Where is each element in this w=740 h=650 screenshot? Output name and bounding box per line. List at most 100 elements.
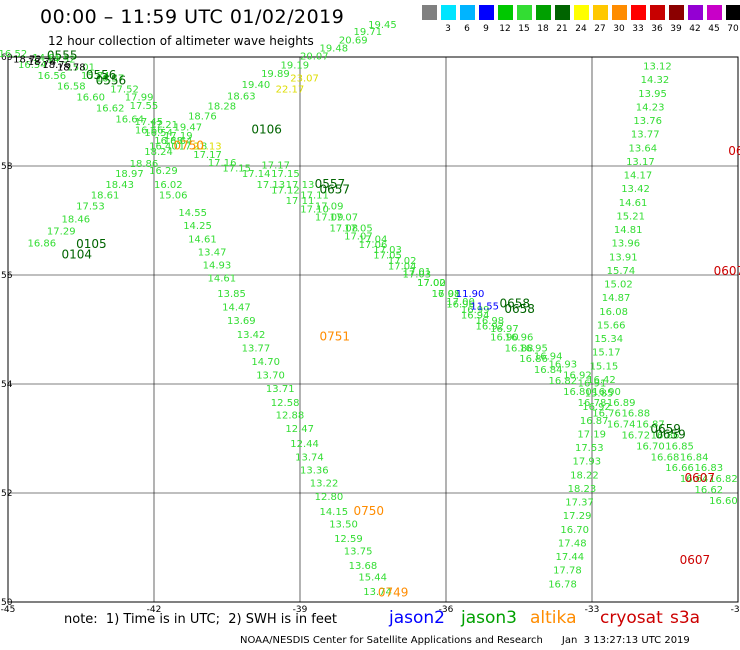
swh-value-label: 18.61 [91, 191, 120, 202]
swh-value-label: 14.23 [636, 102, 665, 113]
swh-value-label: 14.55 [178, 208, 207, 219]
swh-value-label: 16.88 [505, 343, 534, 354]
swh-value-label: 14.93 [203, 260, 232, 271]
pass-time-label: 0750 [354, 504, 385, 518]
swh-value-label: 16.89 [607, 398, 636, 409]
swh-value-label: 19.48 [319, 44, 348, 55]
swh-value-label: 17.00 [417, 278, 446, 289]
swh-value-label: 13.68 [349, 561, 378, 572]
swh-value-label: 15.44 [358, 573, 387, 584]
y-tick-label: 54 [1, 380, 13, 390]
swh-value-label: 16.66 [135, 125, 164, 136]
swh-value-label: 17.01 [432, 289, 461, 300]
scale-swatch [574, 5, 589, 20]
swh-value-label: 14.52 [47, 54, 76, 65]
swh-value-label: 16.64 [115, 114, 144, 125]
swh-value-label: 16.92 [475, 322, 504, 333]
swh-value-label: 16.82 [709, 474, 738, 485]
swh-value-label: 13.42 [621, 184, 650, 195]
swh-value-label: 16.66 [665, 463, 694, 474]
pass-time-label: 0749 [378, 586, 409, 600]
swh-value-label: 12.80 [315, 492, 344, 503]
swh-value-label: 13.74 [363, 587, 392, 598]
swh-value-label: 14.25 [183, 221, 212, 232]
swh-value-label: 12.88 [276, 410, 305, 421]
swh-value-label: 14.81 [614, 225, 643, 236]
swh-value-label: 16.42 [587, 375, 616, 386]
swh-value-label: 16.90 [490, 332, 519, 343]
swh-value-label: 19.71 [354, 27, 383, 38]
swh-value-label: 13.76 [633, 116, 662, 127]
swh-value-label: 14.87 [602, 293, 631, 304]
swh-value-label: 17.93 [573, 457, 602, 468]
y-tick-label: 58 [1, 162, 13, 172]
swh-value-label: 18.46 [62, 215, 91, 226]
scale-swatch [726, 5, 740, 20]
swh-value-label: 16.74 [607, 420, 636, 431]
swh-value-label: 16.98 [475, 316, 504, 327]
swh-value-label: 20.07 [300, 52, 329, 63]
swh-value-label: 16.97 [490, 324, 519, 335]
swh-value-label: 14.61 [619, 198, 648, 209]
swh-value-label: 14.61 [188, 234, 217, 245]
pass-time-label: 0751 [319, 329, 350, 343]
swh-value-label: 16.88 [621, 409, 650, 420]
page-subtitle: 12 hour collection of altimeter wave hei… [48, 34, 314, 48]
scale-tick-label: 18 [537, 24, 549, 34]
swh-value-label: 16.84 [534, 365, 563, 376]
swh-value-label: 17.15 [271, 169, 300, 180]
swh-value-label: 16.72 [621, 431, 650, 442]
swh-value-label: 18.23 [568, 484, 597, 495]
swh-value-label: 15.06 [159, 191, 188, 202]
pass-time-label: 0607 [680, 553, 711, 567]
swh-value-label: 15.15 [590, 361, 619, 372]
swh-value-label: 15.21 [616, 211, 645, 222]
swh-value-label: 17.11 [286, 196, 315, 207]
y-tick-label: 60 [1, 53, 13, 63]
x-tick-label: -36 [439, 605, 454, 615]
mission-jason3: jason3 [461, 608, 517, 628]
swh-value-label: 14.47 [222, 302, 251, 313]
swh-value-label: 16.99 [461, 305, 490, 316]
swh-value-label: 20.69 [339, 35, 368, 46]
swh-value-label: 17.05 [373, 251, 402, 262]
swh-value-label: 17.07 [344, 232, 373, 243]
swh-value-label: 13.69 [227, 316, 256, 327]
swh-value-label: 17.13 [256, 180, 285, 191]
swh-value-label: 16.84 [680, 452, 709, 463]
swh-value-label: 17.08 [329, 223, 358, 234]
swh-value-label: 13.71 [266, 384, 295, 395]
footnote: note: 1) Time is in UTC; 2) SWH is in fe… [64, 612, 337, 627]
swh-value-label: 17.09 [315, 202, 344, 213]
swh-value-label: 13.36 [300, 465, 329, 476]
pass-time-label: 0106 [251, 122, 282, 136]
swh-value-label: 16.54 [18, 60, 47, 71]
swh-value-label: 16.98 [432, 289, 461, 300]
pass-time-label: 0556 [86, 68, 117, 82]
swh-value-label: 15.74 [607, 266, 636, 277]
swh-value-label: 15.66 [597, 320, 626, 331]
swh-value-label: 17.13 [286, 180, 315, 191]
swh-value-label: 18.76 [188, 112, 217, 123]
swh-value-label: 17.99 [125, 93, 154, 104]
swh-value-label: 17.04 [359, 234, 388, 245]
mission-s3a: s3a [670, 608, 701, 628]
swh-value-label: 16.68 [651, 452, 680, 463]
pass-time-label: 0657 [319, 182, 350, 196]
swh-value-label: 16.29 [149, 166, 178, 177]
swh-value-label: 13.85 [217, 289, 246, 300]
scale-swatch [498, 5, 513, 20]
pass-time-label: 0557 [315, 177, 346, 191]
x-tick-label: -30 [731, 605, 740, 615]
scale-swatch [631, 5, 646, 20]
swh-value-label: 18.28 [208, 101, 237, 112]
swh-value-label: 17.29 [563, 511, 592, 522]
swh-value-label: 17.52 [110, 84, 139, 95]
swh-value-label: 13.42 [237, 330, 266, 341]
swh-value-label: 17.01 [402, 267, 431, 278]
swh-value-label: 13.77 [631, 130, 660, 141]
swh-value-label: 19.19 [281, 60, 310, 71]
swh-value-label: 12.44 [290, 439, 319, 450]
swh-value-label: 15.74 [81, 71, 110, 82]
swh-value-label: 17.09 [315, 213, 344, 224]
